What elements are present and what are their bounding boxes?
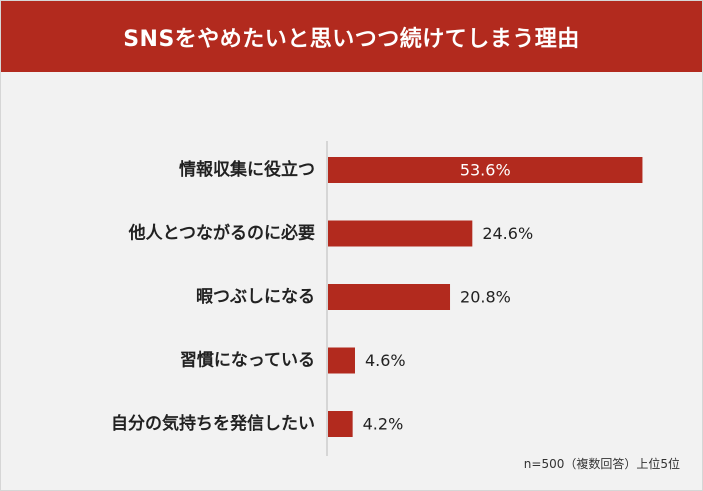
category-label: 自分の気持ちを発信したい xyxy=(111,413,315,434)
chart-title: SNSをやめたいと思いつつ続けてしまう理由 xyxy=(123,26,580,52)
bar xyxy=(328,347,355,374)
category-label: 習慣になっている xyxy=(180,350,315,371)
value-label: 20.8% xyxy=(460,288,511,307)
bar xyxy=(328,220,473,247)
bar xyxy=(328,284,451,310)
value-label: 4.6% xyxy=(365,351,406,370)
bar xyxy=(328,157,643,183)
sample-note: n=500（複数回答）上位5位 xyxy=(523,457,680,471)
category-label: 情報収集に役立つ xyxy=(179,159,315,180)
category-label: 暇つぶしになる xyxy=(196,287,315,307)
bar xyxy=(328,411,353,437)
value-label: 24.6% xyxy=(482,224,533,243)
value-label: 4.2% xyxy=(363,415,404,434)
chart-title-banner: SNSをやめたいと思いつつ続けてしまう理由 xyxy=(1,1,702,72)
value-label: 53.6% xyxy=(460,161,511,180)
category-label: 他人とつながるのに必要 xyxy=(128,223,315,244)
